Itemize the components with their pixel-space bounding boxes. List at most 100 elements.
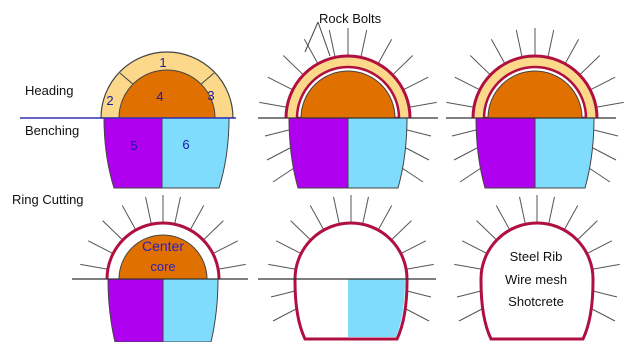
rock-bolt xyxy=(451,129,477,137)
bench-right-section xyxy=(534,117,595,189)
steel-rib-lining xyxy=(479,221,595,341)
heading-label: Heading xyxy=(25,83,73,98)
rock-bolt xyxy=(453,147,478,161)
rock-bolt xyxy=(121,205,137,231)
benching-label: Benching xyxy=(25,123,79,138)
rock-bolt xyxy=(270,290,296,298)
steel-rib-lining xyxy=(105,221,221,280)
rock-bolt xyxy=(333,196,340,225)
bench-left-section xyxy=(288,117,349,189)
steel-rib-lining xyxy=(284,54,412,119)
panel-final-support: Steel Rib Wire mesh Shotcrete xyxy=(454,195,620,341)
rock-bolts xyxy=(80,195,246,270)
rock-bolt xyxy=(579,55,601,76)
rock-bolt xyxy=(403,76,429,91)
rock-bolt xyxy=(563,205,579,231)
rock-bolt xyxy=(461,240,488,255)
rock-bolt xyxy=(454,76,480,91)
rock-bolts xyxy=(268,195,434,322)
rock-bolt xyxy=(282,55,304,76)
rock-bolt xyxy=(400,240,427,255)
rock-bolt xyxy=(590,76,616,91)
rock-bolt xyxy=(576,220,598,241)
rock-bolt xyxy=(360,29,368,58)
rock-bolt xyxy=(87,240,114,255)
rock-bolt xyxy=(202,220,224,241)
rock-bolt xyxy=(408,101,437,108)
rock-bolt xyxy=(362,196,369,225)
rock-bolt xyxy=(548,196,555,225)
rock-bolt xyxy=(490,39,506,65)
rock-bolts xyxy=(446,28,624,183)
rock-bolt xyxy=(267,76,293,91)
panel-rock-bolts: Rock Bolts xyxy=(258,11,438,189)
rock-bolt xyxy=(458,308,483,322)
callout-line xyxy=(317,21,331,57)
rock-bolt xyxy=(102,220,124,241)
bench-left-section xyxy=(107,278,164,343)
rock-bolt xyxy=(309,205,325,231)
rock-bolt xyxy=(259,101,288,108)
rock-bolts-label: Rock Bolts xyxy=(319,11,382,26)
rock-bolts xyxy=(259,28,437,183)
bench-right-section xyxy=(348,279,405,337)
rock-bolt xyxy=(591,308,616,322)
rock-bolt xyxy=(406,263,434,270)
rock-bolt xyxy=(406,129,432,137)
rock-bolt xyxy=(145,196,152,225)
section-number-4: 4 xyxy=(156,89,163,104)
rock-bolt xyxy=(592,290,618,298)
rock-bolt xyxy=(377,205,393,231)
ring-cutting-label: Ring Cutting xyxy=(12,192,84,207)
section-number-5: 5 xyxy=(130,138,137,153)
rock-bolt xyxy=(495,205,511,231)
shotcrete-label: Shotcrete xyxy=(508,294,564,309)
rock-bolt xyxy=(456,290,482,298)
bench-left-section xyxy=(103,117,163,189)
steel-rib-label: Steel Rib xyxy=(510,249,563,264)
panel-sectional-excavation: 1 2 3 4 5 6 Heading Benching xyxy=(20,51,236,189)
center-core-section xyxy=(118,234,208,280)
rock-bolt xyxy=(272,308,297,322)
bench-right-section xyxy=(161,117,230,189)
rock-bolt xyxy=(303,39,319,65)
rock-bolt xyxy=(174,196,181,225)
section-number-2: 2 xyxy=(106,93,113,108)
core-section xyxy=(118,69,216,119)
rock-bolt xyxy=(515,29,523,58)
panel-crown-opened xyxy=(446,28,624,189)
callout-line xyxy=(304,21,319,53)
rock-bolt xyxy=(218,263,246,270)
rock-bolt xyxy=(446,101,475,108)
rock-bolt xyxy=(212,240,239,255)
center-core-label-line2: core xyxy=(150,259,175,274)
rock-bolt xyxy=(80,263,108,270)
section-number-6: 6 xyxy=(182,137,189,152)
rock-bolt xyxy=(290,220,312,241)
rock-bolt xyxy=(592,147,617,161)
rock-bolt xyxy=(593,129,619,137)
rock-bolt xyxy=(405,308,430,322)
rock-bolt xyxy=(377,39,393,65)
core-section xyxy=(300,70,396,119)
bench-left-section xyxy=(475,117,536,189)
rock-bolt xyxy=(519,196,526,225)
rock-bolt xyxy=(454,263,482,270)
rock-bolt xyxy=(275,240,302,255)
rock-bolt xyxy=(586,240,613,255)
rock-bolt xyxy=(272,167,295,183)
rock-bolts xyxy=(454,195,620,322)
rock-bolt xyxy=(266,147,291,161)
rock-bolt xyxy=(268,263,296,270)
rock-bolt xyxy=(401,167,424,183)
panel-ring-cutting: Center core Ring Cutting xyxy=(12,192,248,343)
core-section xyxy=(487,70,583,119)
steel-rib-lining xyxy=(471,54,599,119)
rock-bolt xyxy=(406,290,432,298)
rock-bolt xyxy=(459,167,482,183)
section-number-3: 3 xyxy=(207,88,214,103)
rock-bolt xyxy=(469,55,491,76)
rock-bolt xyxy=(405,147,430,161)
bench-right-section xyxy=(347,117,408,189)
